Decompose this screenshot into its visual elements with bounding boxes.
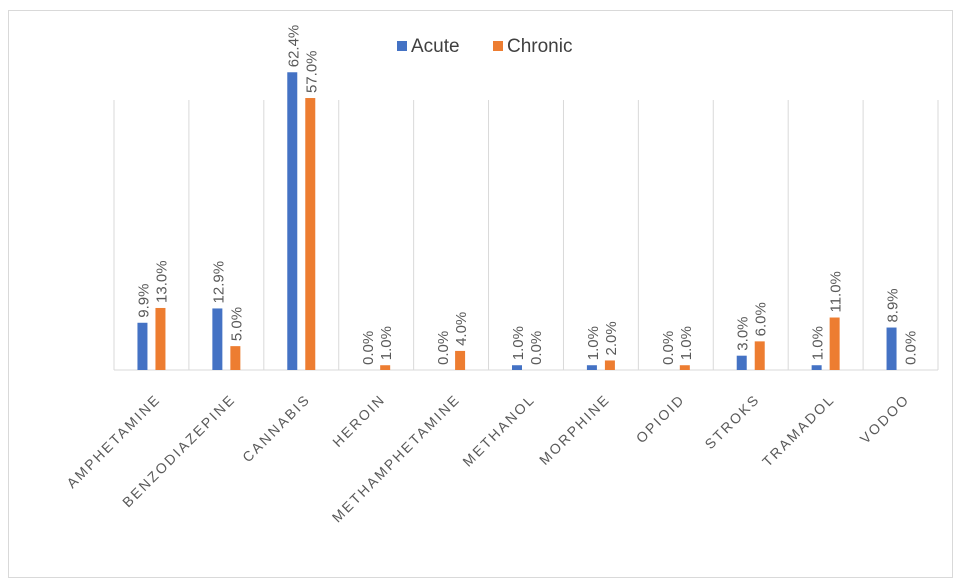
bar-acute-vodoo [886, 327, 897, 370]
data-label-chronic-benzodiazepine: 5.0% [228, 307, 245, 341]
grid-lines [113, 100, 939, 371]
tick-label-tramadol: TRAMADOL [759, 391, 838, 470]
bar-chronic-morphine [604, 360, 615, 370]
data-label-chronic-morphine: 2.0% [603, 321, 620, 355]
bar-chronic-tramadol [829, 317, 840, 370]
data-label-chronic-amphetamine: 13.0% [153, 260, 170, 303]
bar-acute-cannabis [287, 72, 298, 371]
bar-acute-tramadol [811, 365, 822, 370]
data-label-acute-methamphetamine: 0.0% [435, 331, 452, 365]
tick-label-vodoo: VODOO [857, 391, 913, 447]
data-label-chronic-stroks: 6.0% [753, 302, 770, 336]
bar-acute-morphine [586, 365, 597, 370]
bar-chronic-opioid [679, 365, 690, 370]
tick-label-methamphetamine: METHAMPHETAMINE [329, 391, 464, 526]
bar-acute-benzodiazepine [212, 308, 223, 370]
data-label-acute-stroks: 3.0% [735, 316, 752, 350]
tick-label-heroin: HEROIN [329, 391, 388, 450]
data-label-acute-morphine: 1.0% [585, 326, 602, 360]
data-label-acute-benzodiazepine: 12.9% [210, 261, 227, 304]
data-label-chronic-tramadol: 11.0% [828, 271, 845, 312]
data-label-acute-methanol: 1.0% [510, 326, 527, 360]
legend-label-acute: Acute [411, 36, 460, 57]
data-label-chronic-methamphetamine: 4.0% [453, 312, 470, 346]
data-label-chronic-vodoo: 0.0% [903, 331, 920, 365]
bars [137, 72, 897, 371]
legend-swatch-acute [397, 41, 407, 51]
data-label-chronic-cannabis: 57.0% [303, 50, 320, 93]
data-label-acute-tramadol: 1.0% [810, 326, 827, 360]
legend: Acute Chronic [397, 36, 572, 57]
data-label-acute-opioid: 0.0% [660, 331, 677, 365]
bar-chronic-benzodiazepine [230, 346, 241, 370]
bar-chronic-amphetamine [155, 307, 166, 370]
bar-chronic-heroin [380, 365, 391, 370]
data-label-acute-cannabis: 62.4% [285, 25, 302, 68]
bar-acute-amphetamine [137, 322, 148, 370]
bar-acute-stroks [736, 355, 747, 370]
data-label-chronic-opioid: 1.0% [678, 326, 695, 360]
legend-label-chronic: Chronic [507, 36, 572, 57]
tick-label-cannabis: CANNABIS [239, 391, 313, 465]
chart-frame [8, 10, 953, 578]
data-label-acute-vodoo: 8.9% [885, 288, 902, 322]
data-label-acute-amphetamine: 9.9% [135, 284, 152, 318]
data-label-chronic-methanol: 0.0% [528, 331, 545, 365]
data-label-acute-heroin: 0.0% [360, 331, 377, 365]
legend-swatch-chronic [493, 41, 503, 51]
tick-label-methanol: METHANOL [459, 391, 538, 470]
bar-acute-methanol [512, 365, 522, 370]
bar-chronic-stroks [754, 341, 765, 370]
tick-label-opioid: OPIOID [633, 391, 688, 446]
data-label-chronic-heroin: 1.0% [378, 326, 395, 360]
bar-chronic-cannabis [305, 98, 316, 371]
tick-label-stroks: STROKS [701, 391, 762, 452]
tick-label-morphine: MORPHINE [536, 391, 613, 468]
bar-chronic-methamphetamine [455, 350, 466, 370]
data-labels: 9.9% 13.0% 12.9%5.0%62.4%57.0%0.0% 1.0% 0.0%… [135, 25, 919, 365]
